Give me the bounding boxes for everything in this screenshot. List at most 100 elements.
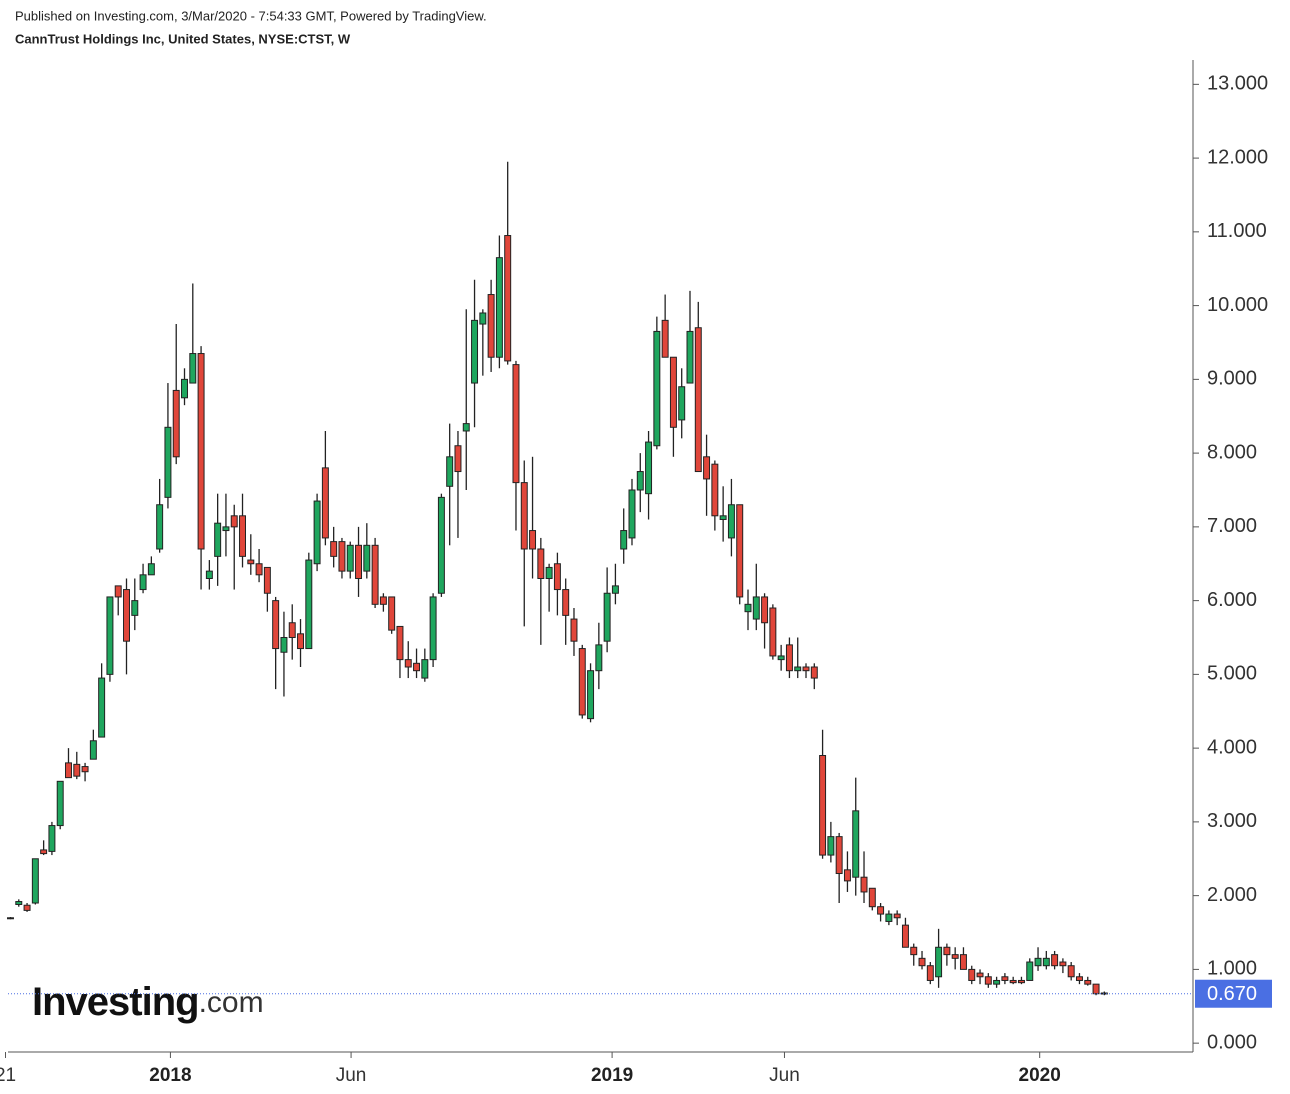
candle-body: [744, 603, 752, 613]
candle-body: [413, 662, 421, 672]
candle-body: [984, 976, 992, 985]
x-tick-label: 2018: [149, 1065, 191, 1086]
candle-body: [968, 968, 976, 981]
candle-body: [56, 780, 64, 827]
candle-body: [926, 965, 934, 981]
candle-body: [653, 330, 661, 447]
candle-body: [40, 849, 48, 855]
candle-body: [1026, 961, 1034, 981]
candle-body: [1075, 976, 1083, 981]
candle-body: [794, 666, 802, 672]
watermark-brand-text: Investing: [32, 980, 199, 1024]
candle-body: [537, 548, 545, 579]
candle-body: [446, 456, 454, 487]
candle-body: [562, 589, 570, 616]
candle-body: [156, 504, 164, 550]
candle-body: [553, 563, 561, 591]
candle-body: [587, 670, 595, 720]
candle-body: [678, 386, 686, 421]
y-tick-label: 10.000: [1207, 294, 1268, 316]
candle-body: [230, 515, 238, 528]
candle-body: [495, 257, 503, 358]
candle-body: [1001, 976, 1009, 981]
candle-body: [114, 585, 122, 598]
candle-body: [7, 917, 14, 920]
candle-body: [802, 666, 810, 672]
y-tick-label: 11.000: [1207, 220, 1267, 242]
candle-body: [669, 356, 677, 428]
candle-body: [868, 887, 876, 908]
candle-body: [239, 515, 246, 557]
candle-body: [935, 946, 943, 978]
candle-body: [993, 979, 1001, 985]
candle-body: [694, 327, 702, 473]
y-tick-label: 12.000: [1207, 146, 1268, 168]
candle-body: [1042, 957, 1050, 967]
plot-area: [7, 161, 1108, 996]
candle-body: [976, 972, 984, 978]
candle-body: [363, 544, 371, 572]
candle-body: [819, 755, 827, 856]
y-tick-label: 4.000: [1207, 736, 1257, 758]
candle-body: [645, 441, 653, 495]
last-price-box: [1195, 979, 1272, 1008]
candle-body: [611, 585, 619, 594]
candle-body: [703, 456, 711, 480]
y-tick-label: 5.000: [1207, 663, 1257, 685]
published-note: Published on Investing.com, 3/Mar/2020 -…: [15, 8, 487, 23]
candle-body: [1084, 979, 1092, 985]
candle-body: [123, 589, 130, 642]
candle-body: [164, 426, 172, 498]
candle-body: [396, 625, 404, 661]
x-tick-label: 2019: [591, 1065, 633, 1086]
candle-body: [1034, 957, 1042, 967]
candle-body: [131, 600, 139, 616]
watermark-suffix: .com: [199, 986, 264, 1019]
candle-body: [404, 659, 412, 668]
candle-body: [454, 445, 462, 473]
y-tick-label: 6.000: [1207, 589, 1257, 611]
candle-body: [719, 515, 727, 520]
y-tick-label: 13.000: [1207, 73, 1268, 95]
candle-body: [23, 904, 31, 911]
candle-body: [89, 740, 97, 760]
candle-body: [769, 607, 777, 657]
candle-body: [620, 530, 628, 550]
candle-body: [1017, 979, 1025, 984]
candle-body: [951, 954, 959, 959]
candle-body: [379, 596, 387, 605]
candle-body: [1100, 992, 1108, 995]
candle-body: [827, 836, 835, 856]
candle-body: [139, 574, 147, 591]
candle-body: [860, 876, 868, 893]
y-tick-label: 1.000: [1207, 958, 1257, 980]
candle-body: [346, 544, 354, 572]
candle-body: [313, 500, 321, 565]
candle-body: [761, 596, 769, 624]
candle-body: [214, 522, 222, 557]
candle-body: [197, 353, 205, 550]
candle-body: [595, 644, 603, 672]
candle-body: [918, 957, 926, 967]
candle-body: [843, 869, 851, 882]
instrument-title: CannTrust Holdings Inc, United States, N…: [15, 31, 351, 46]
x-tick-label: 21: [0, 1065, 16, 1086]
candle-body: [885, 913, 893, 922]
candle-body: [462, 423, 470, 432]
x-tick-label: Jun: [336, 1065, 367, 1086]
candle-body: [305, 559, 313, 650]
last-price-label: 0.670: [1207, 983, 1257, 1005]
watermark-brand: Investing.com: [32, 980, 264, 1024]
y-tick-label: 8.000: [1207, 441, 1257, 463]
candle-body: [504, 235, 512, 362]
candle-body: [910, 946, 918, 956]
candle-body: [636, 471, 644, 491]
candle-body: [172, 389, 180, 458]
candle-body: [545, 566, 553, 579]
candle-body: [272, 600, 280, 650]
candle-body: [512, 364, 520, 484]
candle-body: [355, 544, 363, 579]
candle-body: [711, 463, 719, 517]
candle-body: [1059, 961, 1067, 967]
candle-body: [147, 563, 155, 576]
